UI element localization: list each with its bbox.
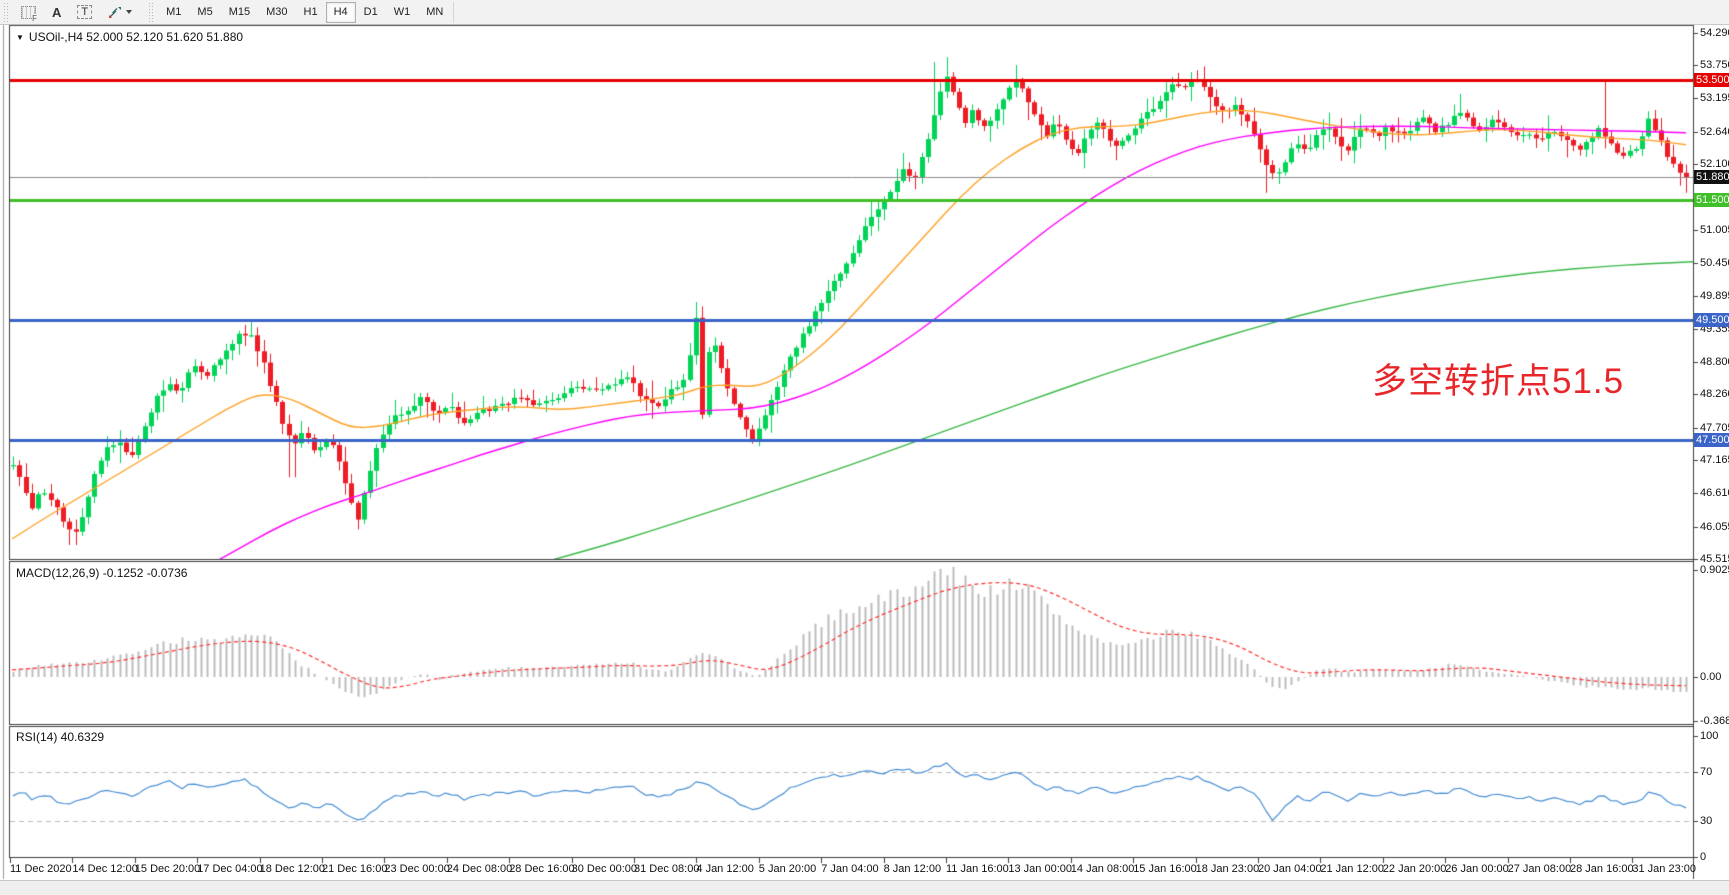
hline-price-badge: 53.500 bbox=[1694, 73, 1729, 87]
price-tick-label: 51.005 bbox=[1700, 224, 1729, 236]
time-tick-label: 14 Dec 12:00 bbox=[72, 863, 138, 875]
time-tick-label: 14 Jan 08:00 bbox=[1070, 863, 1135, 875]
time-tick-label: 18 Dec 12:00 bbox=[259, 863, 326, 875]
price-tick-label: 46.610 bbox=[1700, 487, 1729, 499]
hline-price-badge: 49.500 bbox=[1694, 313, 1729, 327]
time-tick-label: 31 Dec 08:00 bbox=[634, 863, 700, 875]
macd-tick-label: 0.9025 bbox=[1700, 564, 1729, 576]
rsi-tick-label: 0 bbox=[1700, 851, 1707, 863]
price-tick-label: 53.750 bbox=[1700, 59, 1729, 71]
time-tick-label: 20 Jan 04:00 bbox=[1258, 863, 1322, 875]
time-tick-label: 21 Jan 12:00 bbox=[1320, 863, 1385, 875]
current-price-badge: 51.880 bbox=[1694, 170, 1729, 184]
time-tick-label: 30 Dec 00:00 bbox=[571, 863, 638, 875]
time-tick-label: 28 Jan 16:00 bbox=[1570, 863, 1634, 875]
time-tick-label: 24 Dec 08:00 bbox=[446, 863, 513, 875]
time-tick-label: 4 Jan 12:00 bbox=[696, 863, 754, 875]
price-tick-label: 50.450 bbox=[1700, 257, 1729, 269]
symbol-ohlc-label: USOil-,H4 52.000 52.120 51.620 51.880 bbox=[28, 30, 244, 44]
chart-title: ▼ USOil-,H4 52.000 52.120 51.620 51.880 bbox=[16, 30, 243, 44]
time-tick-label: 7 Jan 04:00 bbox=[821, 863, 879, 875]
time-tick-label: 28 Dec 16:00 bbox=[509, 863, 575, 875]
rsi-tick-label: 70 bbox=[1700, 766, 1713, 778]
time-tick-label: 17 Dec 04:00 bbox=[197, 863, 263, 875]
symbol-dropdown-icon: ▼ bbox=[16, 32, 24, 42]
macd-tick-label: -0.3688 bbox=[1700, 715, 1729, 727]
price-tick-label: 48.800 bbox=[1700, 356, 1729, 368]
chart-annotation-text: 多空转折点51.5 bbox=[1372, 362, 1625, 401]
time-tick-label: 13 Jan 00:00 bbox=[1008, 863, 1073, 875]
price-tick-label: 52.640 bbox=[1700, 126, 1729, 138]
macd-tick-label: 0.00 bbox=[1700, 671, 1722, 683]
time-tick-label: 15 Jan 16:00 bbox=[1133, 863, 1197, 875]
rsi-tick-label: 100 bbox=[1700, 730, 1719, 742]
macd-indicator-label: MACD(12,26,9) -0.1252 -0.0736 bbox=[16, 566, 188, 580]
price-tick-label: 48.260 bbox=[1700, 388, 1729, 400]
window-bottom-edge bbox=[0, 880, 1729, 895]
price-tick-label: 53.195 bbox=[1700, 92, 1729, 104]
time-tick-label: 18 Jan 23:00 bbox=[1195, 863, 1260, 875]
time-tick-label: 11 Dec 2020 bbox=[10, 863, 72, 875]
hline-price-badge: 51.500 bbox=[1694, 193, 1729, 207]
time-tick-label: 23 Dec 00:00 bbox=[384, 863, 450, 875]
hline-price-badge: 47.500 bbox=[1694, 433, 1729, 447]
time-tick-label: 11 Jan 16:00 bbox=[946, 863, 1009, 875]
time-tick-label: 22 Jan 20:00 bbox=[1382, 863, 1447, 875]
time-tick-label: 15 Dec 20:00 bbox=[134, 863, 201, 875]
price-tick-label: 47.165 bbox=[1700, 454, 1729, 466]
time-tick-label: 31 Jan 23:00 bbox=[1632, 863, 1697, 875]
time-tick-label: 5 Jan 20:00 bbox=[758, 863, 817, 875]
time-tick-label: 27 Jan 08:00 bbox=[1507, 863, 1572, 875]
price-tick-label: 54.290 bbox=[1700, 27, 1729, 39]
rsi-indicator-label: RSI(14) 40.6329 bbox=[16, 730, 105, 744]
time-tick-label: 8 Jan 12:00 bbox=[883, 863, 942, 875]
rsi-tick-label: 30 bbox=[1700, 815, 1713, 827]
price-tick-label: 52.100 bbox=[1700, 158, 1729, 170]
price-tick-label: 46.055 bbox=[1700, 521, 1729, 533]
time-tick-label: 21 Dec 16:00 bbox=[322, 863, 388, 875]
price-tick-label: 49.895 bbox=[1700, 290, 1729, 302]
price-tick-label: 47.705 bbox=[1700, 422, 1729, 434]
time-tick-label: 26 Jan 00:00 bbox=[1445, 863, 1509, 875]
price-tick-label: 45.515 bbox=[1700, 553, 1729, 565]
